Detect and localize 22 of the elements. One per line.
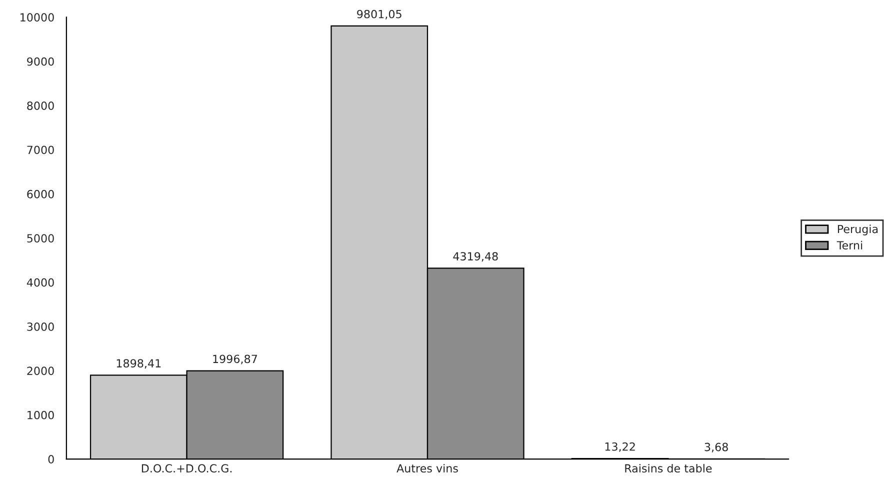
data-label: 1996,87 <box>213 354 257 364</box>
y-tick-label: 7000 <box>27 146 54 154</box>
y-tick-label: 9000 <box>27 57 54 66</box>
data-label: 1898,41 <box>116 359 161 369</box>
y-tick-label: 5000 <box>27 234 54 243</box>
y-tick-label: 0 <box>48 455 54 464</box>
y-tick-label: 1000 <box>28 410 54 420</box>
y-tick-label: 3000 <box>27 322 54 331</box>
x-tick-label: Autres vins <box>396 464 458 473</box>
x-tick-label: D.O.C.+D.O.C.G. <box>142 464 232 473</box>
data-label: 3,68 <box>704 442 728 452</box>
legend-label: Perugia <box>838 224 878 236</box>
data-label: 4319,48 <box>453 252 498 262</box>
data-label: 13,22 <box>605 442 635 452</box>
data-label: 9801,05 <box>357 10 402 20</box>
y-tick-label: 8000 <box>27 102 54 110</box>
y-tick-label: 4000 <box>26 278 54 287</box>
legend-label: Terni <box>836 240 862 250</box>
x-tick-label: Raisins de table <box>625 464 712 473</box>
y-tick-label: 2000 <box>27 366 54 376</box>
y-tick-label: 10000 <box>20 13 54 22</box>
y-tick-label: 6000 <box>27 190 54 198</box>
